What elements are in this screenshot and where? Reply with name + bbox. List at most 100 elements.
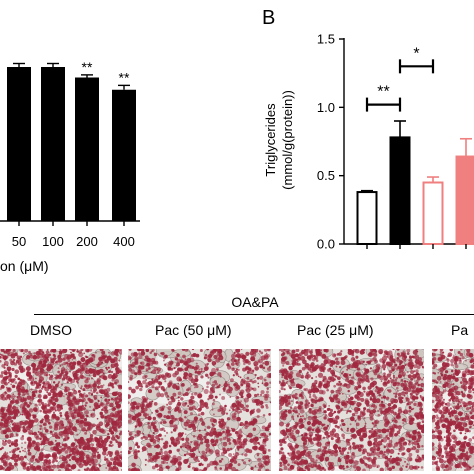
lipid-droplet [84, 431, 88, 435]
lipid-droplet [24, 349, 29, 353]
lipid-droplet [164, 440, 169, 445]
lipid-droplet [264, 462, 268, 465]
lipid-droplet [158, 381, 163, 386]
lipid-droplet [416, 454, 419, 457]
lipid-droplet [161, 375, 167, 381]
lipid-droplet [411, 435, 417, 441]
lipid-droplet [436, 435, 441, 440]
lipid-droplet [333, 354, 337, 357]
lipid-droplet [392, 349, 395, 351]
lipid-droplet [26, 404, 31, 408]
lipid-droplet [81, 415, 84, 418]
lipid-droplet [433, 385, 438, 389]
lipid-droplet [336, 405, 341, 410]
lipid-droplet [101, 450, 107, 456]
lipid-droplet [290, 464, 294, 468]
lipid-droplet [440, 356, 444, 360]
lipid-droplet [226, 447, 231, 452]
lipid-droplet [356, 396, 361, 401]
lipid-droplet [408, 452, 413, 457]
lipid-droplet [415, 349, 418, 351]
lipid-droplet [212, 443, 215, 447]
lipid-droplet [216, 385, 220, 389]
lipid-droplet [379, 351, 383, 355]
lipid-droplet [50, 361, 55, 366]
lipid-droplet [383, 381, 387, 385]
lipid-droplet [141, 446, 147, 452]
lipid-droplet [90, 446, 95, 451]
lipid-droplet [84, 384, 88, 388]
lipid-droplet [236, 433, 241, 438]
lipid-droplet [395, 414, 402, 420]
lipid-droplet [315, 349, 321, 354]
lipid-droplet [140, 406, 145, 411]
lipid-droplet [405, 363, 408, 366]
lipid-droplet [291, 349, 296, 354]
lipid-droplet [160, 460, 165, 465]
lipid-droplet [195, 384, 199, 389]
lipid-droplet [91, 443, 95, 447]
lipid-droplet [335, 438, 340, 443]
lipid-droplet [66, 414, 70, 419]
lipid-droplet [467, 401, 471, 405]
lipid-droplet [352, 442, 356, 446]
lipid-droplet [92, 383, 97, 389]
lipid-droplet [89, 399, 94, 404]
lipid-droplet [70, 361, 73, 364]
lipid-droplet [50, 441, 54, 445]
lipid-droplet [266, 373, 271, 379]
lipid-droplet [111, 434, 115, 437]
lipid-droplet [192, 434, 196, 438]
lipid-droplet [281, 373, 285, 377]
lipid-droplet [184, 358, 187, 360]
lipid-droplet [88, 391, 91, 395]
lipid-droplet [160, 448, 163, 451]
lipid-droplet [215, 452, 220, 457]
bracket-label: * [413, 45, 419, 62]
lipid-droplet [163, 429, 166, 433]
lipid-droplet [68, 392, 74, 397]
lipid-droplet [82, 407, 86, 411]
lipid-droplet [335, 389, 340, 394]
lipid-droplet [462, 401, 466, 405]
lipid-droplet [387, 457, 391, 462]
lipid-droplet [333, 384, 337, 388]
lipid-droplet [246, 380, 249, 383]
lipid-droplet [234, 369, 239, 374]
lipid-droplet [24, 461, 28, 466]
lipid-droplet [333, 410, 337, 414]
lipid-droplet [83, 362, 86, 365]
lipid-droplet [254, 465, 257, 467]
lipid-droplet [185, 377, 187, 380]
lipid-droplet [323, 383, 329, 388]
lipid-droplet [23, 465, 25, 468]
lipid-droplet [34, 377, 37, 380]
lipid-droplet [16, 447, 20, 451]
lipid-droplet [350, 465, 353, 467]
lipid-droplet [152, 431, 155, 434]
lipid-droplet [105, 366, 108, 369]
lipid-droplet [10, 395, 14, 398]
lipid-droplet [449, 418, 453, 422]
lipid-droplet [279, 380, 282, 384]
lipid-droplet [439, 417, 442, 420]
lipid-droplet [326, 441, 329, 444]
lipid-droplet [245, 404, 249, 408]
lipid-droplet [93, 402, 99, 408]
lipid-droplet [12, 385, 16, 388]
lipid-droplet [451, 375, 456, 380]
lipid-droplet [353, 460, 359, 466]
lipid-droplet [286, 380, 288, 383]
lipid-droplet [74, 449, 80, 455]
lipid-droplet [182, 354, 186, 359]
lipid-droplet [87, 422, 92, 428]
lipid-droplet [442, 398, 445, 401]
lipid-droplet [183, 453, 187, 457]
lipid-droplet [410, 370, 414, 374]
lipid-droplet [116, 469, 120, 471]
lipid-droplet [141, 401, 145, 405]
lipid-droplet [58, 350, 63, 355]
lipid-droplet [198, 460, 200, 463]
lipid-droplet [259, 364, 264, 369]
lipid-droplet [0, 371, 5, 375]
